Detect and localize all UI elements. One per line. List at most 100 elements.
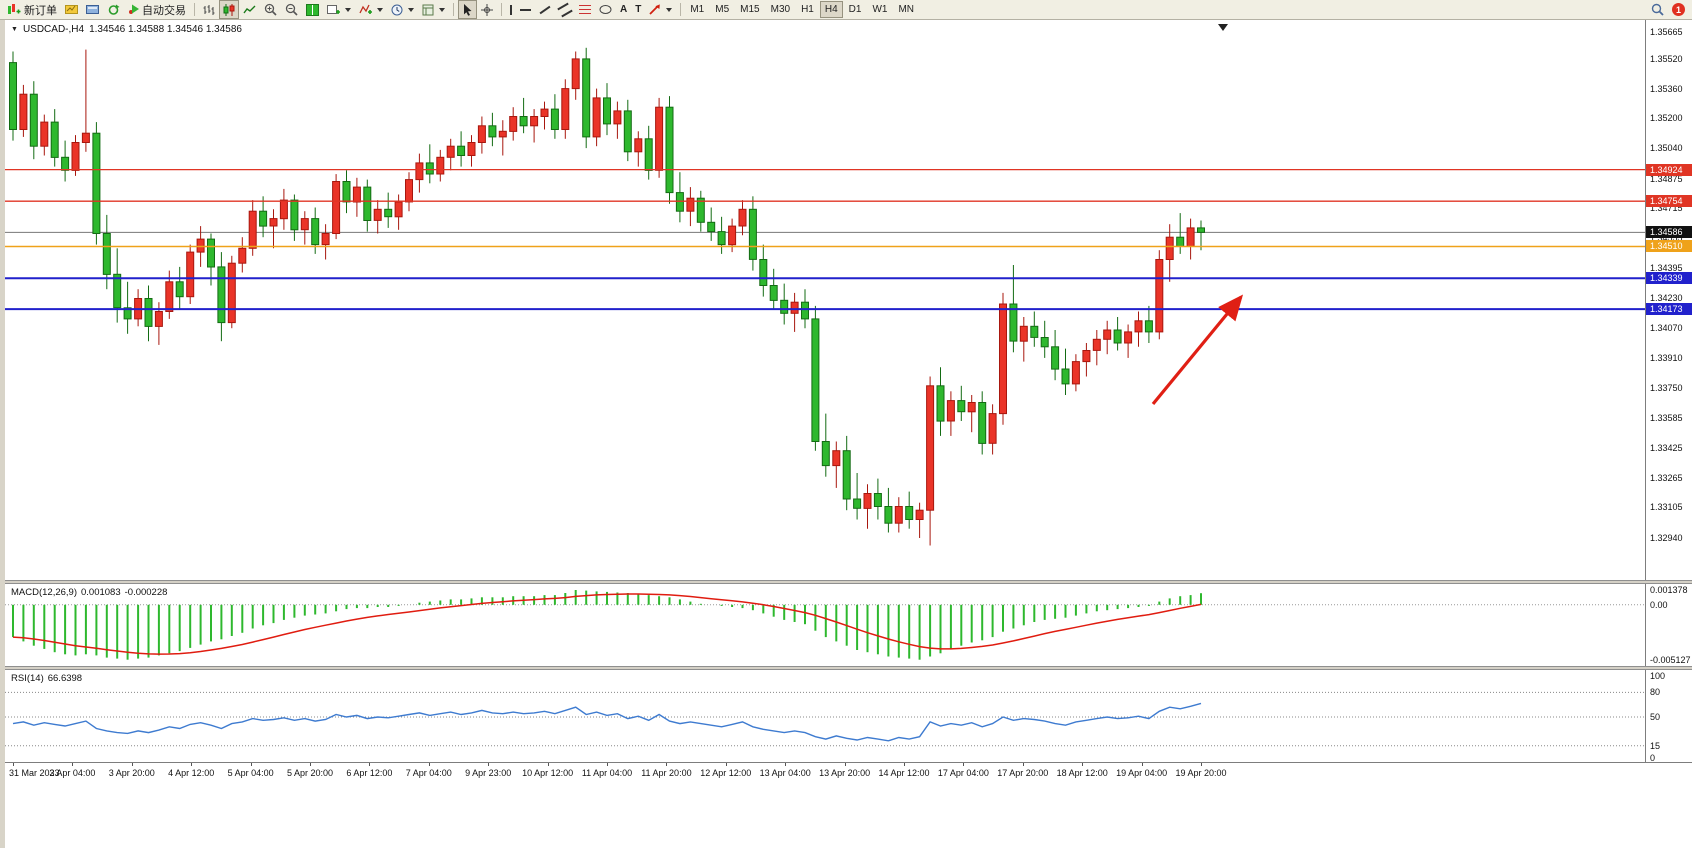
timeframe-button-m1[interactable]: M1 [690,4,705,15]
chart-symbol-label: USDCAD-,H4 [22,24,85,35]
time-tick [1082,763,1084,766]
new-order-button[interactable]: 新订单 [3,0,61,19]
auto-trading-button[interactable]: 自动交易 [124,0,190,19]
time-tick [13,763,14,766]
data-window-button[interactable] [82,0,103,19]
time-tick [72,763,74,766]
new-order-label: 新订单 [24,4,57,17]
timeframe-button-m5[interactable]: M5 [715,4,730,15]
time-label: 6 Apr 12:00 [346,768,393,778]
timeframe-button-h1[interactable]: H1 [801,4,814,15]
fibonacci-icon [579,5,591,14]
timeframe-button-m15[interactable]: M15 [740,4,760,15]
time-tick [785,763,787,766]
rsi-axis-label: 15 [1650,740,1661,751]
fibonacci-button[interactable] [575,0,595,19]
indicators-caret-icon [377,7,383,12]
chart-ohlc-label: 1.34546 1.34588 1.34546 1.34586 [89,24,242,35]
price-tag: 1.34754 [1646,195,1692,208]
time-label: 13 Apr 04:00 [759,768,811,778]
candlesticks-button[interactable] [219,0,239,19]
rsi-axis[interactable]: 100 80 50 15 0 [1645,670,1692,763]
new-order-icon [8,4,21,14]
timeframe-button-h4[interactable]: H4 [819,1,843,18]
toolbar-separator [453,3,454,16]
label-tool-icon: T [635,3,642,15]
price-axis-label: 1.34230 [1650,293,1683,304]
line-chart-button[interactable] [239,0,260,19]
candlestick-plot[interactable] [5,20,1645,580]
panel-separator[interactable] [5,580,1692,584]
tile-windows-button[interactable] [302,0,323,19]
rsi-axis-label: 50 [1650,712,1661,722]
crosshair-icon [481,3,493,16]
new-chart-button[interactable] [323,0,355,19]
trendline-button[interactable] [535,0,555,19]
templates-button[interactable] [418,0,449,19]
rsi-axis-label: 80 [1650,687,1661,698]
zoom-out-button[interactable] [281,0,302,19]
chart-collapse-icon[interactable]: ▼ [11,26,18,33]
ohlc-bars-button[interactable] [199,0,219,19]
time-label: 9 Apr 23:00 [465,768,512,778]
periods-clock-icon [391,4,403,15]
notifications-badge[interactable]: 1 [1672,3,1685,16]
rsi-plot[interactable] [5,670,1645,762]
timeframe-button-d1[interactable]: D1 [848,4,862,15]
time-label: 3 Apr 20:00 [108,768,155,778]
toolbar-separator [680,3,682,16]
cursor-button[interactable] [458,0,477,19]
time-tick [1022,763,1024,766]
timeframe-button-mn[interactable]: MN [898,4,915,15]
time-tick [310,763,311,766]
price-axis-label: 1.33105 [1650,502,1683,513]
time-tick [607,763,608,766]
indicators-button[interactable] [355,0,387,19]
data-window-icon [86,5,99,14]
new-chart-icon [327,5,340,14]
macd-value-signal: -0.000228 [124,587,168,598]
zoom-in-button[interactable] [260,0,281,19]
price-axis[interactable]: 1.35665 1.35520 1.35360 1.35200 1.35040 1.348… [1645,20,1692,580]
channel-icon [557,2,573,17]
macd-axis[interactable]: 0.001378 0.00 -0.005127 [1645,584,1692,666]
rsi-value: 66.6398 [47,673,83,684]
horizontal-line-button[interactable] [516,0,535,19]
arrows-tool-button[interactable] [645,0,676,19]
macd-panel: MACD(12,26,9) 0.001083 -0.000228 0.00137… [5,584,1692,666]
macd-plot[interactable] [5,584,1645,666]
price-axis-label: 1.32940 [1650,533,1683,544]
shapes-button[interactable] [595,0,616,19]
arrows-caret-icon [666,7,673,12]
label-tool-button[interactable]: T [631,0,645,19]
timeframe-button-m30[interactable]: M30 [770,4,791,15]
macd-value-main: 0.001083 [81,587,121,598]
search-button[interactable] [1647,0,1668,19]
text-tool-button[interactable]: A [616,0,631,19]
refresh-icon [108,4,120,15]
time-tick [1141,763,1143,766]
vertical-line-button[interactable] [506,0,516,19]
time-tick [547,763,549,766]
time-axis[interactable]: 31 Mar 2023 3 Apr 04:00 3 Apr 20:00 4 Apr 1… [5,762,1692,781]
time-tick [844,763,846,766]
refresh-button[interactable] [103,0,124,19]
timeframe-button-w1[interactable]: W1 [872,4,888,15]
price-axis-label: 1.35360 [1650,83,1683,94]
channel-button[interactable] [555,0,575,19]
price-axis-label: 1.33265 [1650,472,1683,483]
time-label: 11 Apr 20:00 [641,768,692,778]
time-label: 17 Apr 20:00 [997,768,1049,778]
chart-window: ▼ USDCAD-,H4 1.34546 1.34588 1.34546 1.3… [5,20,1692,848]
price-chart-panel: ▼ USDCAD-,H4 1.34546 1.34588 1.34546 1.3… [5,20,1692,580]
price-tag: 1.34510 [1646,240,1692,253]
price-axis-label: 1.35665 [1650,26,1683,37]
rsi-axis-label: 100 [1650,671,1666,681]
price-axis-label: 1.34715 [1650,203,1683,214]
crosshair-button[interactable] [477,0,497,19]
panel-separator[interactable] [5,666,1692,670]
ohlc-bars-icon [203,4,215,15]
candlesticks-icon [223,3,235,16]
profiles-button[interactable] [61,0,82,19]
periods-button[interactable] [387,0,418,19]
